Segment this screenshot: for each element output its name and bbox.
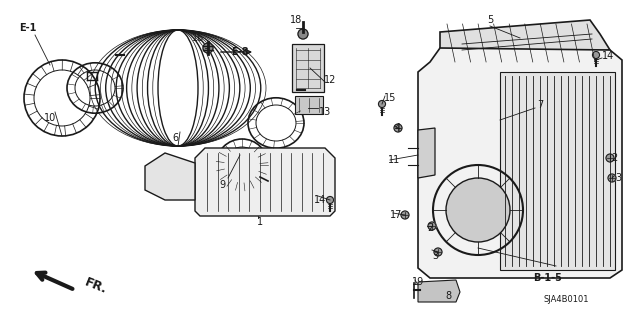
- Text: 16: 16: [192, 33, 204, 43]
- Text: 11: 11: [388, 155, 400, 165]
- Text: B-1-5: B-1-5: [534, 273, 563, 283]
- Circle shape: [428, 222, 436, 230]
- Text: 19: 19: [412, 277, 424, 287]
- Circle shape: [378, 100, 385, 108]
- Text: 2: 2: [611, 153, 617, 163]
- Text: FR.: FR.: [83, 276, 109, 296]
- Text: 14: 14: [602, 51, 614, 61]
- Text: 3: 3: [432, 251, 438, 261]
- Circle shape: [298, 29, 308, 39]
- Text: 9: 9: [219, 180, 225, 190]
- Text: 7: 7: [537, 100, 543, 110]
- Circle shape: [608, 174, 616, 182]
- Text: 8: 8: [445, 291, 451, 301]
- Text: 17: 17: [390, 210, 402, 220]
- Text: SJA4B0101: SJA4B0101: [543, 295, 589, 305]
- Text: 10: 10: [44, 113, 56, 123]
- Text: 3: 3: [615, 173, 621, 183]
- Text: 4: 4: [395, 123, 401, 133]
- Text: 12: 12: [324, 75, 336, 85]
- Polygon shape: [195, 148, 335, 216]
- Polygon shape: [440, 20, 610, 60]
- Text: E-1: E-1: [19, 23, 36, 33]
- Circle shape: [326, 197, 333, 204]
- Text: 18: 18: [290, 15, 302, 25]
- Polygon shape: [418, 48, 622, 278]
- Text: 5: 5: [487, 15, 493, 25]
- Text: 2: 2: [427, 223, 433, 233]
- Circle shape: [606, 154, 614, 162]
- Text: 13: 13: [319, 107, 331, 117]
- Circle shape: [401, 211, 409, 219]
- Circle shape: [203, 43, 213, 53]
- Text: 14: 14: [314, 195, 326, 205]
- Text: 6: 6: [172, 133, 178, 143]
- Text: 1: 1: [257, 217, 263, 227]
- Bar: [292, 44, 324, 92]
- Polygon shape: [145, 153, 195, 200]
- Polygon shape: [418, 128, 435, 178]
- Circle shape: [394, 124, 402, 132]
- Circle shape: [446, 178, 510, 242]
- Polygon shape: [500, 72, 615, 270]
- Text: 15: 15: [384, 93, 396, 103]
- Circle shape: [593, 51, 600, 58]
- Circle shape: [434, 248, 442, 256]
- Text: E-8: E-8: [231, 47, 249, 57]
- Bar: [295, 96, 323, 114]
- Polygon shape: [418, 280, 460, 302]
